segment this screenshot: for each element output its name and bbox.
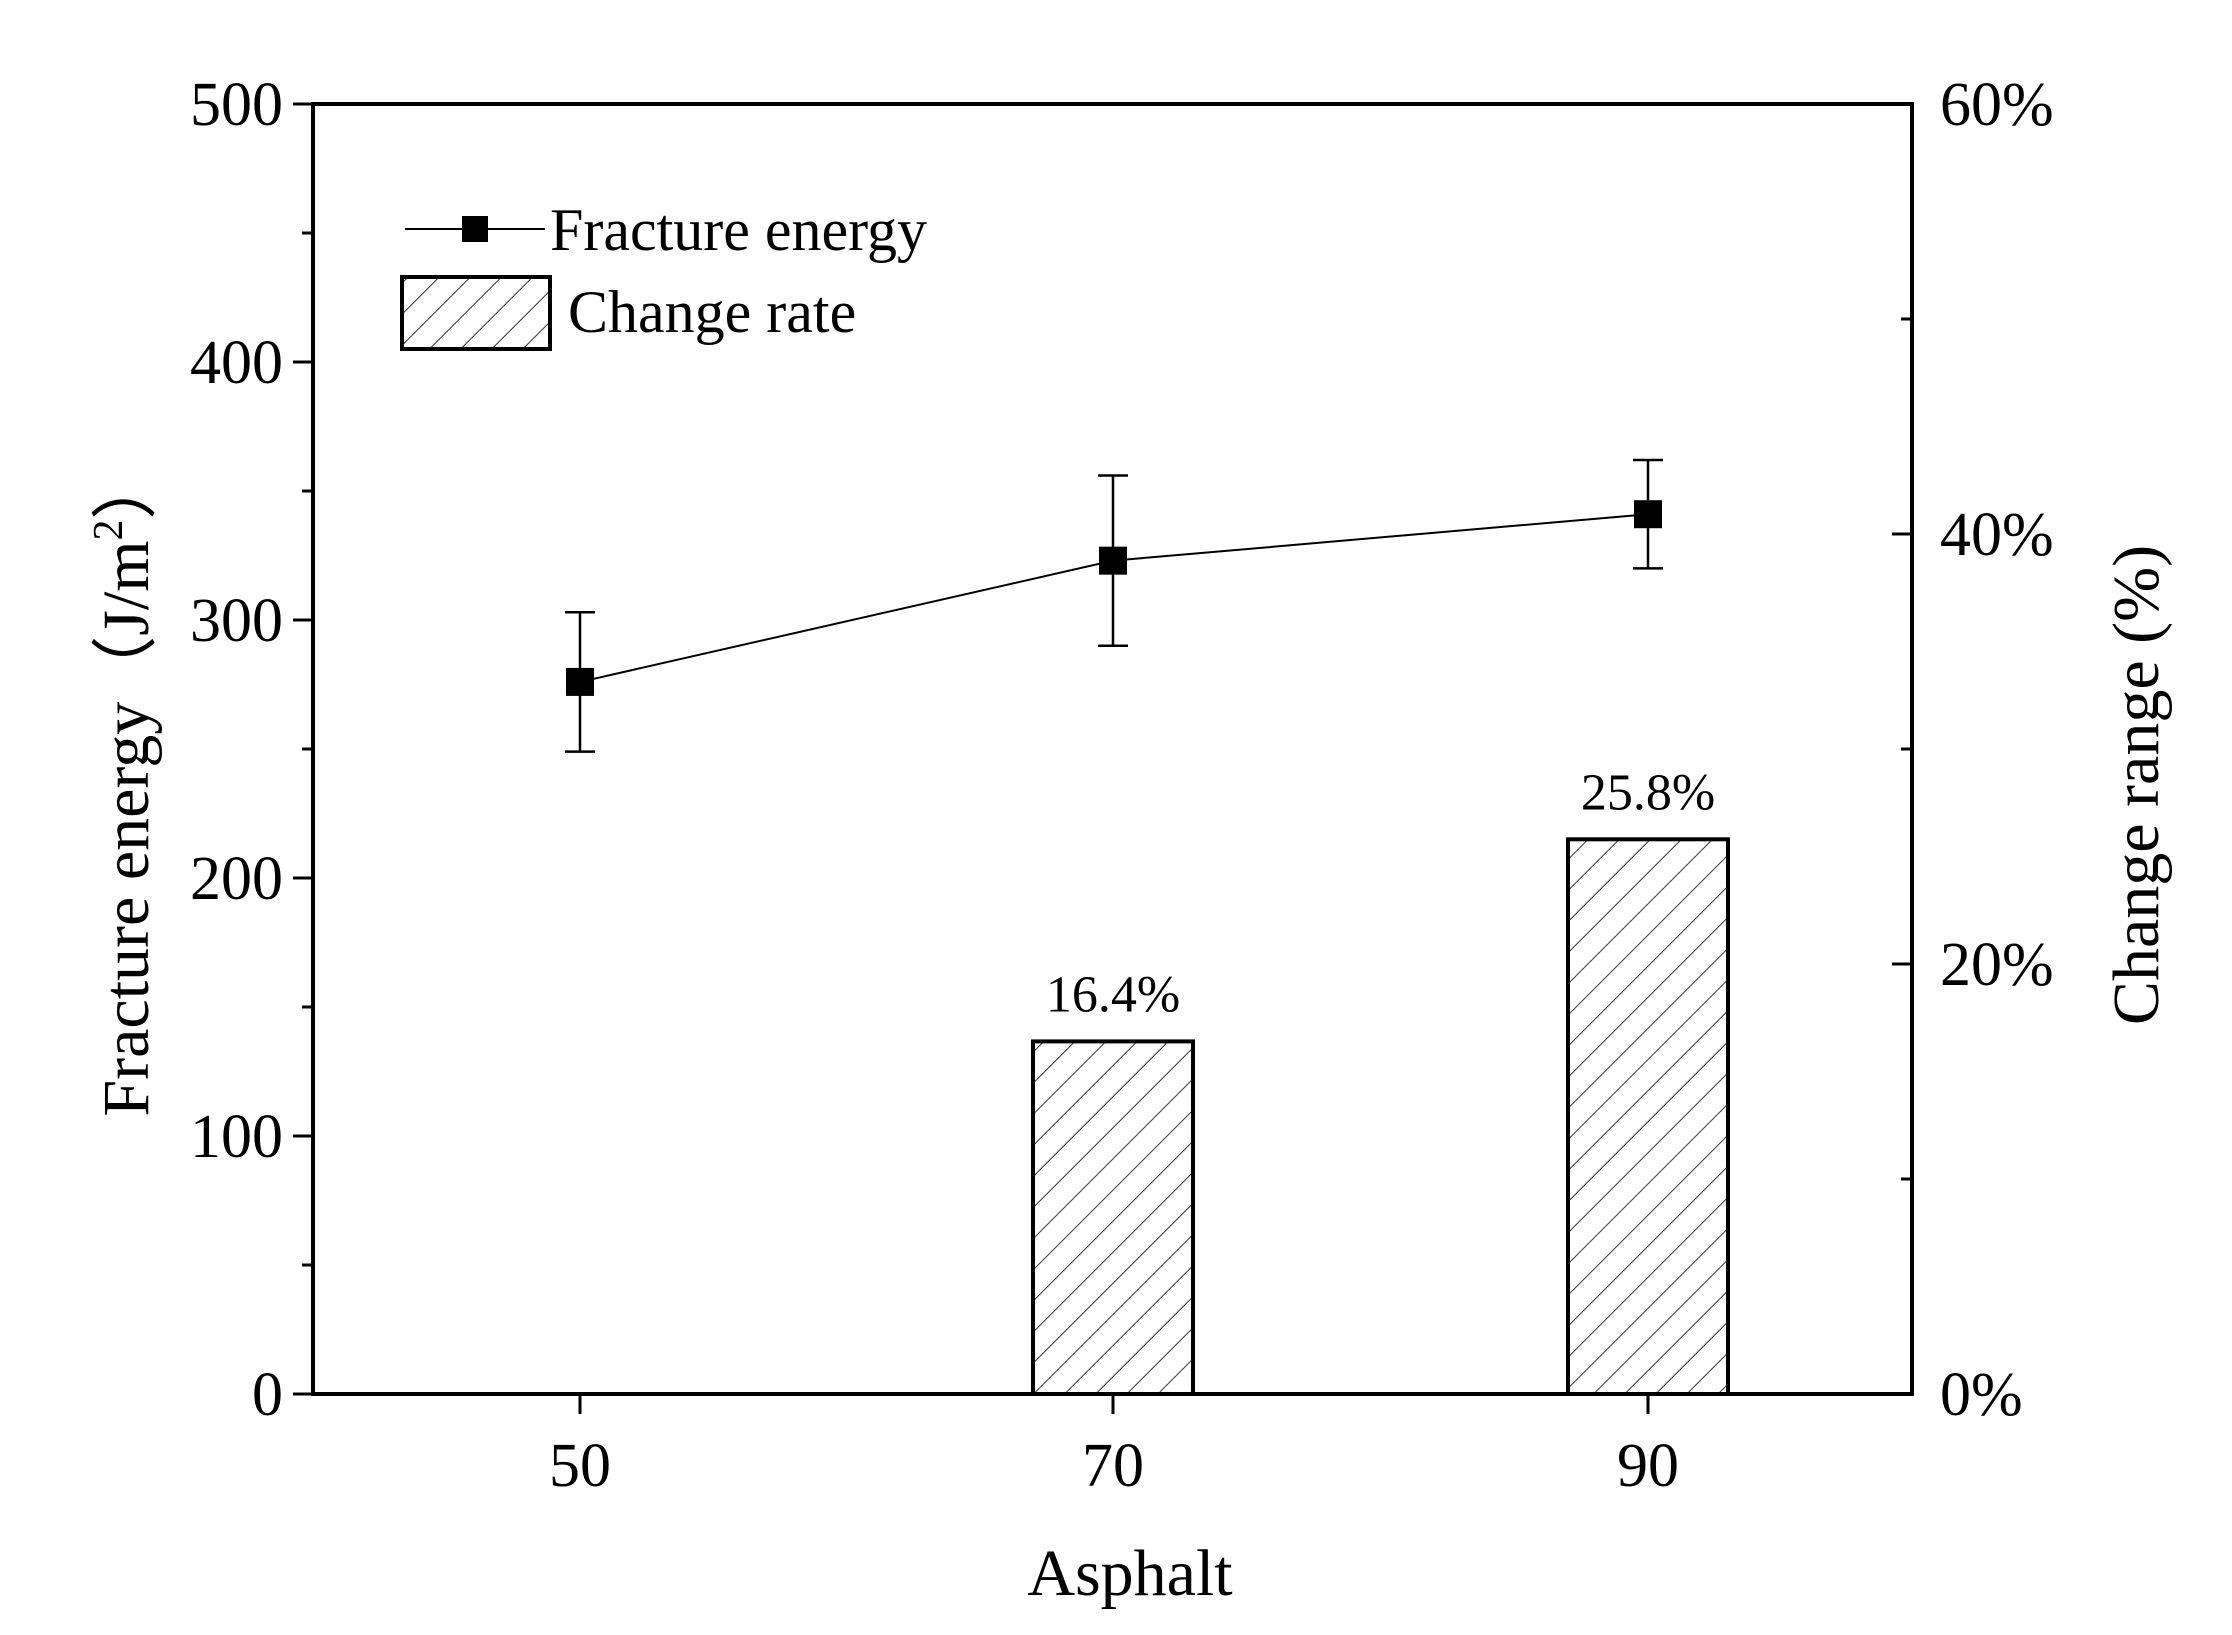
change-rate-data-label: 25.8%	[1581, 764, 1715, 821]
left-axis-title: Fracture energy（J/m2）	[86, 453, 163, 1116]
right-tick-label: 0%	[1940, 1361, 2023, 1429]
right-tick-label: 40%	[1940, 501, 2054, 569]
bars-layer: 16.4% 25.8%	[1031, 764, 1730, 1397]
x-axis-title: Asphalt	[1027, 1537, 1232, 1610]
change-rate-data-label: 16.4%	[1046, 966, 1180, 1023]
legend-swatch-hatched	[400, 275, 552, 351]
legend-label-change-rate: Change rate	[568, 279, 856, 345]
change-rate-bar	[1031, 1039, 1195, 1397]
left-axis: 0 100 200 300 400 500	[190, 71, 313, 1429]
legend: Fracture energy Change rate	[400, 197, 927, 351]
x-tick-label: 50	[549, 1432, 611, 1500]
left-axis-title-close: ）	[90, 453, 163, 519]
left-tick-label: 200	[190, 845, 283, 913]
left-tick-label: 300	[190, 587, 283, 655]
x-tick-label: 70	[1082, 1432, 1144, 1500]
x-axis: 50 70 90	[549, 1394, 1679, 1500]
fracture-energy-point	[566, 667, 594, 696]
svg-text:Fracture energy（J/m2）: Fracture energy（J/m2）	[86, 453, 163, 1116]
right-tick-label: 20%	[1940, 931, 2054, 999]
left-tick-label: 400	[190, 329, 283, 397]
left-tick-label: 500	[190, 71, 283, 139]
svg-text:Change range (%): Change range (%)	[2100, 545, 2173, 1025]
legend-marker-square	[462, 216, 488, 242]
right-axis: 0% 20% 40% 60%	[1892, 71, 2054, 1429]
right-axis-title: Change range (%)	[2100, 545, 2173, 1025]
x-tick-label: 90	[1617, 1432, 1679, 1500]
left-axis-title-sup: 2	[86, 519, 132, 540]
fracture-energy-point	[1099, 546, 1127, 575]
fracture-energy-point	[1634, 500, 1662, 529]
left-tick-label: 0	[252, 1361, 283, 1429]
legend-label-fracture-energy: Fracture energy	[550, 197, 927, 263]
left-tick-label: 100	[190, 1103, 283, 1171]
change-rate-bar	[1566, 837, 1730, 1396]
left-axis-title-main: Fracture energy（J/m	[90, 540, 163, 1116]
right-tick-label: 60%	[1940, 71, 2054, 139]
line-layer	[565, 458, 1663, 753]
